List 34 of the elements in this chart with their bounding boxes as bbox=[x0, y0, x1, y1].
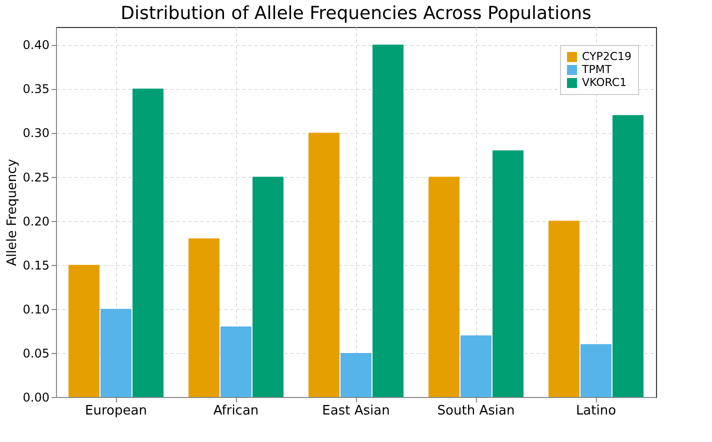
y-tick-label: 0.10 bbox=[22, 302, 50, 316]
bar bbox=[580, 344, 612, 397]
bar bbox=[548, 220, 580, 397]
chart-title: Distribution of Allele Frequencies Across Populations bbox=[120, 3, 592, 24]
bar bbox=[340, 352, 372, 397]
bar bbox=[252, 176, 284, 397]
bar bbox=[188, 238, 220, 397]
x-tick-label: South Asian bbox=[437, 404, 515, 418]
y-tick-label: 0.20 bbox=[22, 214, 50, 228]
x-tick-label: African bbox=[213, 404, 259, 418]
y-tick-label: 0.15 bbox=[22, 258, 50, 272]
bar bbox=[612, 115, 644, 397]
bar bbox=[132, 88, 164, 397]
y-tick-label: 0.00 bbox=[22, 390, 50, 404]
bar bbox=[372, 44, 404, 397]
bar bbox=[220, 326, 252, 397]
legend-label: VKORC1 bbox=[582, 76, 627, 89]
y-tick-label: 0.25 bbox=[22, 170, 50, 184]
y-tick-label: 0.05 bbox=[22, 346, 50, 360]
bar bbox=[428, 176, 460, 397]
bar bbox=[308, 132, 340, 397]
x-tick-label: East Asian bbox=[322, 404, 390, 418]
x-tick-label: Latino bbox=[576, 404, 616, 418]
y-tick-label: 0.35 bbox=[22, 82, 50, 96]
x-tick-label: European bbox=[85, 404, 147, 418]
legend-label: CYP2C19 bbox=[582, 50, 632, 63]
bar bbox=[68, 264, 100, 397]
y-tick-label: 0.30 bbox=[22, 126, 50, 140]
y-tick-label: 0.40 bbox=[22, 38, 50, 52]
y-axis-title: Allele Frequency bbox=[4, 158, 20, 266]
bar bbox=[100, 308, 132, 397]
legend-label: TPMT bbox=[581, 63, 612, 76]
bar bbox=[492, 150, 524, 397]
bar bbox=[460, 335, 492, 397]
